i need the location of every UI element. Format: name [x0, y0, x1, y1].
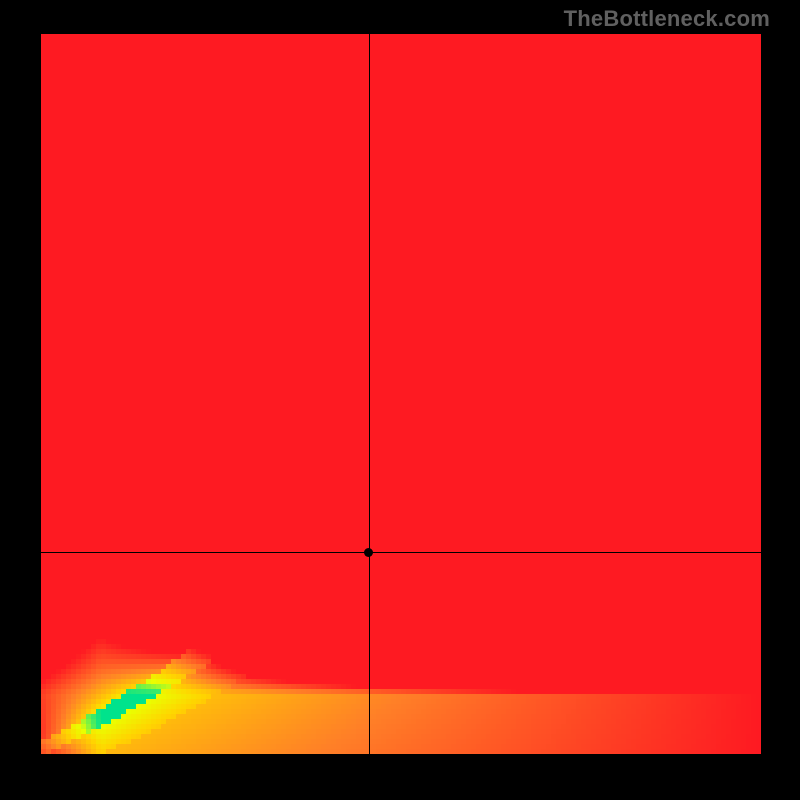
bottleneck-heatmap — [41, 34, 761, 754]
crosshair-marker — [364, 548, 373, 557]
crosshair-horizontal — [41, 552, 761, 553]
crosshair-vertical — [369, 34, 370, 754]
attribution-text: TheBottleneck.com — [564, 6, 770, 32]
